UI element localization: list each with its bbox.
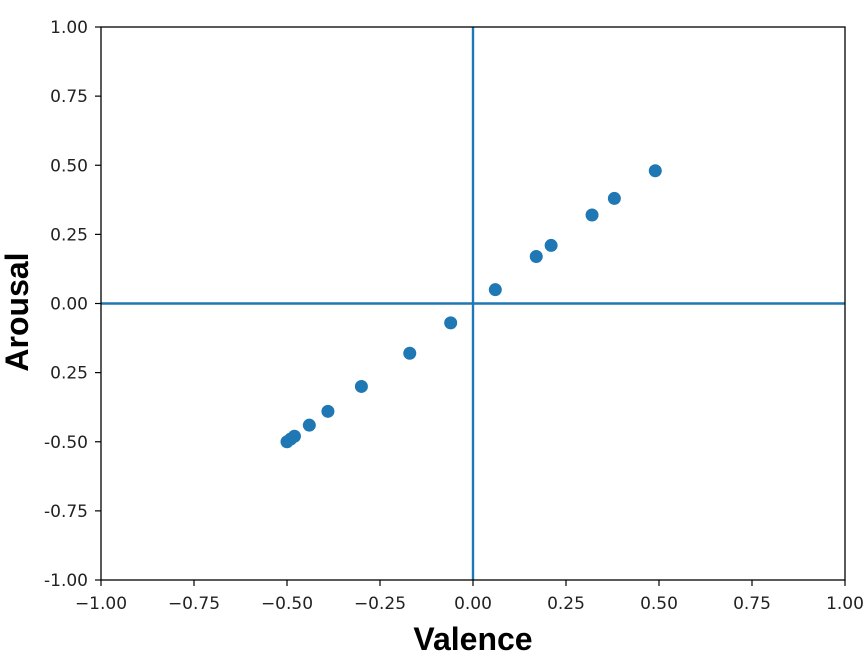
data-point: [444, 316, 458, 330]
data-point: [354, 379, 368, 393]
y-axis-title: Arousal: [0, 252, 35, 371]
data-point: [302, 418, 316, 432]
data-point: [544, 238, 558, 252]
y-tick-label: -0.50: [44, 433, 88, 453]
y-tick-label: -1.00: [44, 571, 88, 591]
y-axis-ticks: 1.00 0.75 0.50 0.25 0.00 0.25 -0.50 -0.75 -1.00: [44, 18, 101, 591]
y-tick-label: 0.00: [50, 295, 88, 315]
x-tick-label: −1.00: [75, 594, 127, 614]
reference-lines: [101, 27, 845, 580]
x-axis-ticks: −1.00 −0.75 −0.50 −0.25 0.00 0.25 0.50 0.75 1.00: [75, 580, 864, 614]
y-tick-label: 0.25: [50, 225, 88, 245]
y-tick-label: -0.75: [44, 502, 88, 522]
data-point: [321, 404, 335, 418]
x-tick-label: 0.75: [733, 594, 771, 614]
data-point: [403, 346, 417, 360]
x-tick-label: 0.00: [454, 594, 492, 614]
data-point: [488, 283, 502, 297]
x-tick-label: 1.00: [826, 594, 864, 614]
x-tick-label: −0.75: [168, 594, 220, 614]
data-point: [585, 208, 599, 222]
y-tick-label: 0.75: [50, 87, 88, 107]
x-tick-label: 0.25: [547, 594, 585, 614]
x-tick-label: −0.25: [354, 594, 406, 614]
y-tick-label: 1.00: [50, 18, 88, 38]
data-point: [287, 429, 301, 443]
y-tick-label: 0.50: [50, 156, 88, 176]
x-axis-title: Valence: [413, 621, 532, 657]
x-tick-label: −0.50: [261, 594, 313, 614]
y-tick-label: 0.25: [50, 364, 88, 384]
data-point: [529, 249, 543, 263]
data-points: [280, 164, 662, 449]
data-point: [648, 164, 662, 178]
x-tick-label: 0.50: [640, 594, 678, 614]
data-point: [607, 191, 621, 205]
